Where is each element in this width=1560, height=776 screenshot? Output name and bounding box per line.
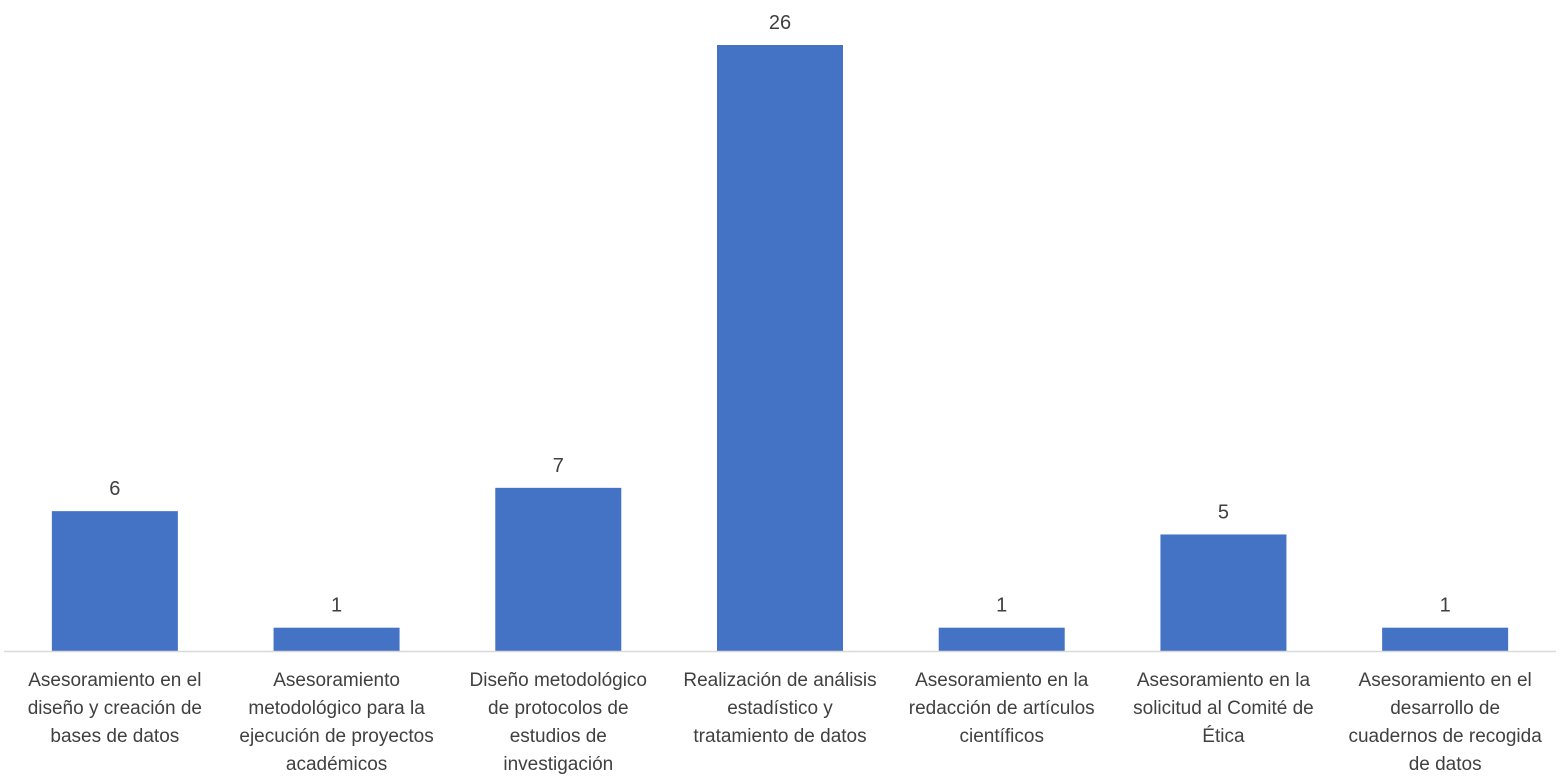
category-label-line: Diseño metodológico [470,670,647,691]
category-label-line: Asesoramiento en el [1359,670,1532,691]
bars-group [51,45,1509,651]
bar-7 [1382,627,1509,651]
data-label-5: 1 [996,595,1007,617]
bar-3 [495,487,622,651]
category-label-line: desarrollo de [1390,698,1500,719]
data-labels-group: 6 1 7 26 1 5 1 [109,12,1450,617]
data-label-4: 26 [769,12,791,34]
bar-4 [717,45,843,651]
category-label-2: Asesoramiento metodológico para la ejecuci… [239,670,433,775]
category-label-line: bases de datos [50,726,179,747]
category-label-line: redacción de artículos [909,698,1095,719]
category-label-line: Asesoramiento en la [915,670,1089,691]
category-label-line: Asesoramiento [273,670,400,691]
category-label-4: Realización de análisis estadístico y trat… [683,670,876,747]
bar-5 [938,627,1065,651]
category-label-line: estudios de [510,726,607,747]
category-label-line: diseño y creación de [28,698,202,719]
category-label-line: Ética [1202,726,1245,747]
bar-6 [1160,534,1287,651]
data-label-2: 1 [331,595,342,617]
category-label-line: Realización de análisis [683,670,876,691]
category-label-6: Asesoramiento en la solicitud al Comité d… [1133,670,1314,747]
category-label-line: solicitud al Comité de [1133,698,1314,719]
category-labels-group: Asesoramiento en el diseño y creación de b… [28,670,1543,775]
category-label-1: Asesoramiento en el diseño y creación de b… [28,670,202,747]
category-label-line: Asesoramiento en el [28,670,201,691]
category-label-line: de protocolos de [488,698,629,719]
category-label-line: estadístico y [727,698,833,719]
category-label-3: Diseño metodológico de protocolos de estud… [470,670,647,775]
data-label-1: 6 [109,478,120,500]
category-label-line: ejecución de proyectos [239,726,433,747]
category-label-line: de datos [1409,754,1482,775]
category-label-line: científicos [959,726,1043,747]
bar-1 [51,511,178,651]
category-label-5: Asesoramiento en la redacción de artículo… [909,670,1095,747]
category-label-line: investigación [503,754,613,775]
data-label-6: 5 [1218,501,1229,523]
category-label-line: académicos [286,754,387,775]
category-label-line: metodológico para la [248,698,425,719]
category-label-7: Asesoramiento en el desarrollo de cuaderno… [1348,670,1542,775]
category-label-line: tratamiento de datos [693,726,866,747]
data-label-7: 1 [1440,595,1451,617]
category-label-line: cuadernos de recogida [1348,726,1542,747]
bar-2 [273,627,400,651]
data-label-3: 7 [553,455,564,477]
category-label-line: Asesoramiento en la [1137,670,1311,691]
